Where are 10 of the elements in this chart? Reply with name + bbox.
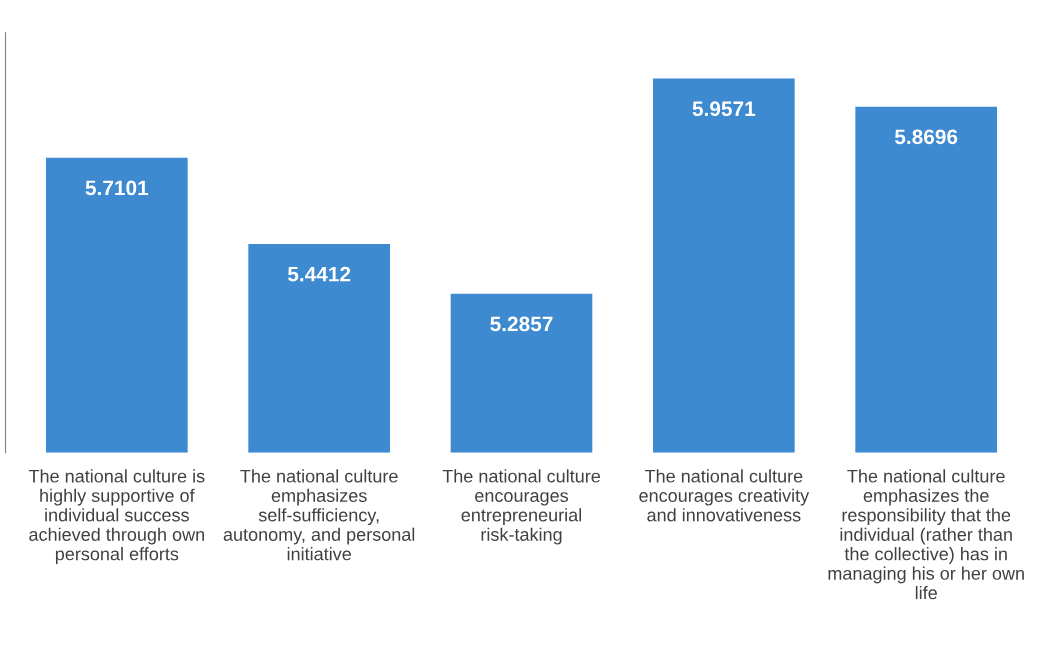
- data-label: 5.2857: [490, 316, 553, 332]
- x-tick-label: The national culture is highly supportive of individual success achieved through own personal efforts: [28, 469, 205, 564]
- data-label: 5.7101: [85, 180, 149, 196]
- data-label: 5.9571: [692, 101, 756, 117]
- x-tick-label: The national culture encourages entrepreneurial risk-taking: [442, 469, 600, 545]
- data-label: 5.8696: [894, 129, 958, 145]
- x-tick-label: The national culture emphasizes self-sufficiency, autonomy, and personal initiative: [223, 469, 415, 561]
- x-tick-label: The national culture emphasizes the responsibility that the individual (rather than the collective) has in managing his or her own life: [828, 469, 1024, 600]
- data-label: 5.4412: [287, 266, 351, 282]
- x-tick-label: The national culture encourages creativity and innovativeness: [639, 469, 810, 522]
